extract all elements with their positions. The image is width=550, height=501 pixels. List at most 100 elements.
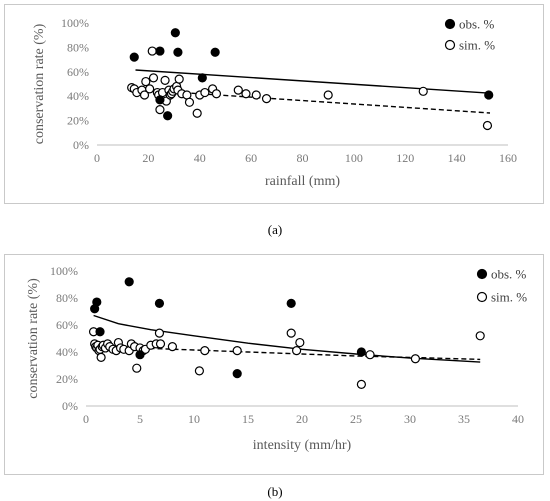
obs-point bbox=[155, 46, 165, 56]
obs-point bbox=[197, 73, 207, 83]
obs-point bbox=[92, 297, 102, 307]
obs-point bbox=[135, 350, 145, 360]
y-tick-label: 20% bbox=[56, 372, 78, 386]
y-tick-label: 0% bbox=[73, 138, 89, 152]
x-tick-label: 10 bbox=[188, 412, 200, 426]
caption-b: (b) bbox=[267, 484, 283, 499]
sim-point bbox=[148, 73, 159, 83]
sim-point bbox=[286, 328, 296, 338]
sim-point bbox=[132, 363, 142, 373]
sim-trendline bbox=[93, 344, 481, 361]
sim-point bbox=[147, 46, 157, 56]
sim-point bbox=[141, 76, 151, 87]
sim-point bbox=[139, 90, 150, 100]
sim-point bbox=[184, 97, 195, 107]
y-tick-label: 80% bbox=[56, 291, 78, 305]
sim-point bbox=[251, 90, 261, 100]
sim-point bbox=[475, 331, 485, 341]
legend-obs-label: obs. % bbox=[491, 267, 527, 282]
sim-trendline bbox=[135, 88, 491, 114]
x-tick-label: 160 bbox=[499, 151, 517, 165]
x-tick-label: 120 bbox=[396, 151, 414, 165]
x-tick-label: 35 bbox=[458, 412, 470, 426]
obs-trendline bbox=[135, 69, 491, 94]
sim-point bbox=[160, 75, 170, 85]
y-tick-label: 100% bbox=[50, 264, 78, 278]
sim-point bbox=[96, 352, 106, 363]
obs-point bbox=[95, 327, 105, 337]
x-tick-label: 25 bbox=[350, 412, 362, 426]
y-tick-label: 20% bbox=[67, 114, 89, 128]
x-axis-title: intensity (mm/hr) bbox=[253, 438, 352, 453]
y-tick-label: 60% bbox=[56, 318, 78, 332]
obs-point bbox=[286, 298, 296, 309]
sim-point bbox=[356, 379, 366, 389]
chart-panel-a: 0% 20% 40% 60% 80% 100% 0 20 40 60 80 100 120 140 160 c… bbox=[4, 4, 544, 204]
y-tick-label: 100% bbox=[61, 16, 89, 30]
x-tick-label: 5 bbox=[137, 412, 143, 426]
sim-point bbox=[292, 346, 302, 356]
obs-point bbox=[232, 368, 242, 379]
obs-point bbox=[210, 47, 220, 57]
sim-point bbox=[233, 85, 243, 95]
sim-point bbox=[418, 86, 428, 96]
legend-sim-marker bbox=[476, 291, 488, 303]
sim-point bbox=[154, 328, 165, 338]
x-tick-label: 60 bbox=[245, 151, 257, 165]
chart-a-svg: 0% 20% 40% 60% 80% 100% 0 20 40 60 80 100 120 140 160 c… bbox=[32, 16, 517, 189]
x-tick-label: 0 bbox=[83, 412, 89, 426]
obs-point bbox=[155, 95, 165, 105]
sim-point bbox=[194, 366, 204, 376]
x-tick-label: 30 bbox=[404, 412, 416, 426]
x-tick-label: 80 bbox=[297, 151, 309, 165]
x-tick-label: 15 bbox=[242, 412, 254, 426]
y-axis-title: conservation rate (%) bbox=[32, 23, 47, 144]
sim-point bbox=[261, 94, 272, 104]
sim-point bbox=[241, 89, 251, 99]
y-tick-label: 40% bbox=[67, 89, 89, 103]
sim-point bbox=[200, 346, 210, 356]
x-tick-label: 40 bbox=[194, 151, 206, 165]
sim-point bbox=[155, 339, 166, 349]
x-tick-label: 0 bbox=[94, 151, 100, 165]
sim-point bbox=[410, 354, 420, 364]
x-axis-title: rainfall (mm) bbox=[265, 174, 340, 189]
obs-point bbox=[124, 277, 134, 287]
legend-obs-marker bbox=[476, 268, 488, 280]
x-tick-label: 40 bbox=[512, 412, 524, 426]
obs-point bbox=[129, 52, 139, 62]
obs-point bbox=[173, 47, 183, 57]
sim-point bbox=[211, 89, 222, 99]
y-tick-label: 80% bbox=[67, 40, 89, 54]
y-tick-label: 60% bbox=[67, 65, 89, 79]
obs-point bbox=[484, 90, 494, 100]
legend-obs-label: obs. % bbox=[459, 17, 495, 32]
y-tick-label: 0% bbox=[62, 399, 78, 413]
x-tick-label: 20 bbox=[296, 412, 308, 426]
obs-point bbox=[163, 111, 173, 121]
sim-point bbox=[482, 120, 493, 131]
legend-sim-label: sim. % bbox=[459, 38, 495, 53]
sim-point bbox=[167, 341, 177, 352]
legend-sim-label: sim. % bbox=[491, 290, 527, 305]
y-axis-title: conservation rate (%) bbox=[26, 278, 41, 399]
y-tick-label: 40% bbox=[56, 345, 78, 359]
x-tick-label: 140 bbox=[448, 151, 466, 165]
legend-sim-marker bbox=[444, 39, 456, 51]
sim-point bbox=[145, 84, 155, 94]
caption-a: (a) bbox=[267, 222, 283, 237]
sim-point bbox=[155, 105, 165, 115]
obs-point bbox=[356, 347, 366, 357]
obs-point bbox=[154, 298, 165, 309]
obs-point bbox=[170, 28, 180, 38]
sim-point bbox=[365, 350, 375, 360]
sim-point bbox=[232, 346, 242, 356]
sim-point bbox=[192, 108, 202, 118]
sim-point bbox=[295, 337, 305, 348]
legend-obs-marker bbox=[444, 18, 456, 30]
obs-trendline bbox=[93, 314, 481, 363]
chart-panel-b: 0% 20% 40% 60% 80% 100% 0 5 10 15 20 25 30 35 40 conser… bbox=[4, 254, 544, 475]
chart-b-svg: 0% 20% 40% 60% 80% 100% 0 5 10 15 20 25 30 35 40 conser… bbox=[26, 264, 527, 453]
x-tick-label: 100 bbox=[345, 151, 363, 165]
x-tick-label: 20 bbox=[142, 151, 154, 165]
